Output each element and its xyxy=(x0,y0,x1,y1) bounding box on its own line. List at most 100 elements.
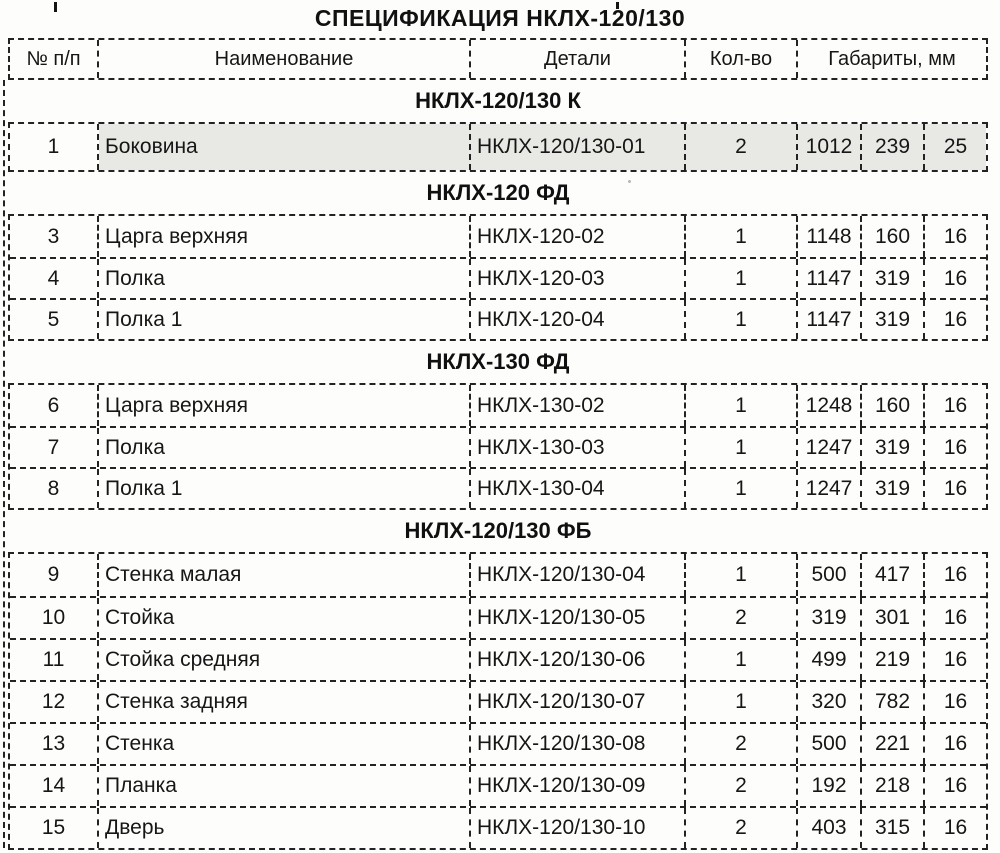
cell-num: 10 xyxy=(10,598,99,638)
table-header-row: № п/п Наименование Детали Кол-во Габарит… xyxy=(8,38,988,80)
cell-name: Боковина xyxy=(99,124,471,170)
cell-dim-width: 301 xyxy=(862,598,925,638)
col-header-qty: Кол-во xyxy=(686,40,798,78)
table-body: НКЛХ-120/130 К 1 Боковина НКЛХ-120/130-01 2 1… xyxy=(8,80,988,850)
cell-dim-width: 782 xyxy=(862,682,925,722)
page-title: СПЕЦИФИКАЦИЯ НКЛХ-120/130 xyxy=(314,5,686,31)
cell-detail: НКЛХ-120/130-04 xyxy=(471,554,686,596)
cell-detail: НКЛХ-130-03 xyxy=(471,428,686,467)
cell-detail: НКЛХ-120-03 xyxy=(471,259,686,298)
table-row: 7 Полка НКЛХ-130-03 1 1247 319 16 xyxy=(10,426,986,467)
section-header: НКЛХ-130 ФД xyxy=(426,349,570,374)
cell-qty: 2 xyxy=(686,724,798,764)
cell-detail: НКЛХ-120/130-05 xyxy=(471,598,686,638)
cell-dim-thickness: 16 xyxy=(943,648,968,671)
table-row: 11 Стойка средняя НКЛХ-120/130-06 1 499 219 16 xyxy=(10,638,986,680)
cell-num: 12 xyxy=(10,682,99,722)
section-header: НКЛХ-120 ФД xyxy=(426,180,570,205)
cell-qty: 1 xyxy=(686,469,798,508)
cell-dim-thickness: 16 xyxy=(943,266,968,290)
cell-dim-length: 320 xyxy=(798,682,862,722)
cell-qty: 2 xyxy=(686,766,798,806)
cell-dim-length: 1248 xyxy=(798,385,862,426)
scan-artifact-mark xyxy=(54,2,57,12)
table-row: 15 Дверь НКЛХ-120/130-10 2 403 315 16 xyxy=(10,806,986,848)
cell-dim-thickness: 16 xyxy=(943,690,968,713)
cell-dim-length: 500 xyxy=(798,554,862,596)
scan-artifact-mark xyxy=(616,2,619,9)
cell-num: 13 xyxy=(10,724,99,764)
cell-name: Полка 1 xyxy=(99,300,471,339)
cell-dim-width: 319 xyxy=(862,259,925,298)
cell-num: 1 xyxy=(10,124,99,170)
table-row: 14 Планка НКЛХ-120/130-09 2 192 218 16 xyxy=(10,764,986,806)
cell-num: 15 xyxy=(10,808,99,848)
cell-detail: НКЛХ-120-02 xyxy=(471,216,686,257)
section-header: НКЛХ-120/130 ФБ xyxy=(404,518,592,543)
cell-dim-length: 1247 xyxy=(798,469,862,508)
cell-detail: НКЛХ-120/130-10 xyxy=(471,808,686,848)
section-row-group: 1 Боковина НКЛХ-120/130-01 2 1012 239 25 xyxy=(8,122,988,172)
cell-qty: 1 xyxy=(686,682,798,722)
cell-name: Планка xyxy=(99,766,471,806)
cell-detail: НКЛХ-130-02 xyxy=(471,385,686,426)
cell-dim-width: 319 xyxy=(862,428,925,467)
cell-detail: НКЛХ-120/130-06 xyxy=(471,640,686,680)
cell-dim-thickness: 16 xyxy=(943,816,968,839)
cell-dim-thickness: 16 xyxy=(943,224,968,248)
cell-dim-length: 319 xyxy=(798,598,862,638)
table-row: 3 Царга верхняя НКЛХ-120-02 1 1148 160 16 xyxy=(10,216,986,257)
cell-name: Царга верхняя xyxy=(99,385,471,426)
cell-dim-width: 221 xyxy=(862,724,925,764)
cell-qty: 1 xyxy=(686,640,798,680)
col-header-dims: Габариты, мм xyxy=(828,47,956,70)
cell-name: Стенка xyxy=(99,724,471,764)
cell-num: 5 xyxy=(10,300,99,339)
cell-num: 7 xyxy=(10,428,99,467)
cell-dim-thickness: 25 xyxy=(925,124,986,170)
table-outer-border xyxy=(3,80,5,848)
cell-detail: НКЛХ-120/130-01 xyxy=(471,124,686,170)
section-row-group: 6 Царга верхняя НКЛХ-130-02 1 1248 160 16 7 Полк… xyxy=(8,383,988,510)
cell-dim-length: 1148 xyxy=(798,216,862,257)
cell-qty: 1 xyxy=(686,554,798,596)
table-row: 13 Стенка НКЛХ-120/130-08 2 500 221 16 xyxy=(10,722,986,764)
cell-dim-width: 239 xyxy=(862,124,925,170)
table-row: 5 Полка 1 НКЛХ-120-04 1 1147 319 16 xyxy=(10,298,986,339)
cell-dim-thickness: 16 xyxy=(943,606,968,629)
cell-qty: 1 xyxy=(686,216,798,257)
cell-dim-length: 1147 xyxy=(798,259,862,298)
section-row-group: 9 Стенка малая НКЛХ-120/130-04 1 500 417 16 10 С… xyxy=(8,552,988,850)
cell-dim-length: 1012 xyxy=(798,124,862,170)
cell-num: 9 xyxy=(10,554,99,596)
cell-dim-width: 315 xyxy=(862,808,925,848)
cell-name: Полка xyxy=(99,259,471,298)
table-row: 12 Стенка задняя НКЛХ-120/130-07 1 320 782 16 xyxy=(10,680,986,722)
cell-qty: 1 xyxy=(686,385,798,426)
cell-dim-thickness: 16 xyxy=(943,307,968,331)
cell-dim-length: 1247 xyxy=(798,428,862,467)
cell-num: 6 xyxy=(10,385,99,426)
cell-name: Полка xyxy=(99,428,471,467)
cell-dim-thickness: 16 xyxy=(943,393,968,417)
cell-dim-width: 219 xyxy=(862,640,925,680)
cell-detail: НКЛХ-130-04 xyxy=(471,469,686,508)
section-row-group: 3 Царга верхняя НКЛХ-120-02 1 1148 160 16 4 Полк… xyxy=(8,214,988,341)
cell-name: Полка 1 xyxy=(99,469,471,508)
cell-detail: НКЛХ-120/130-08 xyxy=(471,724,686,764)
cell-num: 4 xyxy=(10,259,99,298)
table-row: 8 Полка 1 НКЛХ-130-04 1 1247 319 16 xyxy=(10,467,986,508)
cell-qty: 1 xyxy=(686,300,798,339)
cell-name: Дверь xyxy=(99,808,471,848)
cell-dim-thickness: 16 xyxy=(943,435,968,459)
cell-dim-width: 319 xyxy=(862,469,925,508)
cell-name: Стенка малая xyxy=(99,554,471,596)
cell-qty: 2 xyxy=(686,808,798,848)
cell-name: Стойка xyxy=(99,598,471,638)
cell-num: 11 xyxy=(10,640,99,680)
cell-name: Царга верхняя xyxy=(99,216,471,257)
table-row: 4 Полка НКЛХ-120-03 1 1147 319 16 xyxy=(10,257,986,298)
cell-dim-length: 500 xyxy=(798,724,862,764)
table-row: 1 Боковина НКЛХ-120/130-01 2 1012 239 25 xyxy=(10,124,986,170)
